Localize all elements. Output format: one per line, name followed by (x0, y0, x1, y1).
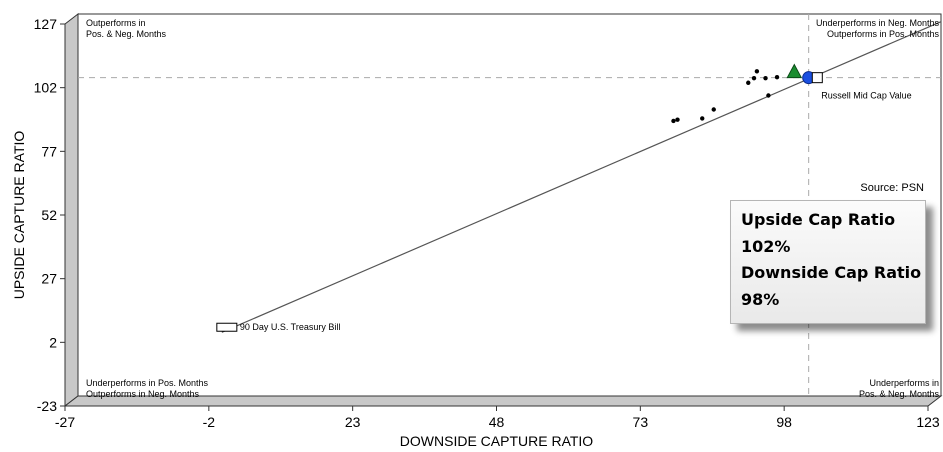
corner-label-bottom-right-2: Pos. & Neg. Months (859, 389, 940, 399)
left-wall-3d (64, 12, 79, 408)
corner-label-top-right-1: Underperforms in Neg. Months (816, 18, 940, 28)
peer-point (675, 117, 680, 122)
corner-label-bottom-left-1: Underperforms in Pos. Months (86, 378, 209, 388)
y-tick-label: 77 (41, 143, 57, 159)
x-tick-label: 123 (916, 414, 940, 430)
downside-cap-ratio-label: Downside Cap Ratio (741, 263, 922, 282)
x-tick-label: 23 (345, 414, 361, 430)
benchmark-square-marker (811, 72, 823, 84)
treasury-bill-label: 90 Day U.S. Treasury Bill (240, 322, 341, 332)
peer-point (774, 74, 780, 80)
x-tick-label: -2 (203, 414, 216, 430)
benchmark-label: Russell Mid Cap Value (821, 91, 911, 101)
capture-ratio-summary-box: Upside Cap Ratio 102% Downside Cap Ratio… (730, 200, 926, 324)
source-label: Source: PSN (860, 182, 924, 194)
peer-point (746, 80, 751, 85)
corner-label-top-left-1: Outperforms in (86, 18, 146, 28)
x-tick-label: 98 (776, 414, 792, 430)
peer-point (751, 75, 757, 81)
peer-point (671, 118, 676, 124)
x-axis-title: DOWNSIDE CAPTURE RATIO (400, 433, 594, 449)
peer-point (766, 93, 771, 98)
y-tick-label: 127 (34, 16, 58, 32)
y-tick-label: 102 (34, 80, 58, 96)
x-tick-label: 73 (633, 414, 649, 430)
corner-label-bottom-left-2: Outperforms in Neg. Months (86, 389, 200, 399)
x-tick-label: 48 (489, 414, 505, 430)
y-tick-label: 27 (41, 271, 57, 287)
fund-triangle-marker (786, 63, 803, 79)
y-tick-label: 2 (49, 334, 57, 350)
peer-point (711, 107, 716, 112)
corner-label-top-left-2: Pos. & Neg. Months (86, 29, 167, 39)
downside-cap-ratio-value: 98% (741, 289, 780, 309)
y-tick-label: 52 (41, 207, 57, 223)
treasury-bill-marker (216, 322, 238, 332)
corner-label-bottom-right-1: Underperforms in (869, 378, 939, 388)
y-tick-label: -23 (37, 398, 57, 414)
upside-cap-ratio-value: 102% (741, 236, 791, 256)
peer-point (763, 75, 768, 81)
y-axis-title: UPSIDE CAPTURE RATIO (11, 131, 27, 300)
corner-label-top-right-2: Outperforms in Pos. Months (827, 29, 940, 39)
upside-cap-ratio-label: Upside Cap Ratio (741, 210, 896, 229)
x-tick-label: -27 (55, 414, 75, 430)
peer-point (754, 69, 760, 74)
peer-point (700, 116, 705, 121)
